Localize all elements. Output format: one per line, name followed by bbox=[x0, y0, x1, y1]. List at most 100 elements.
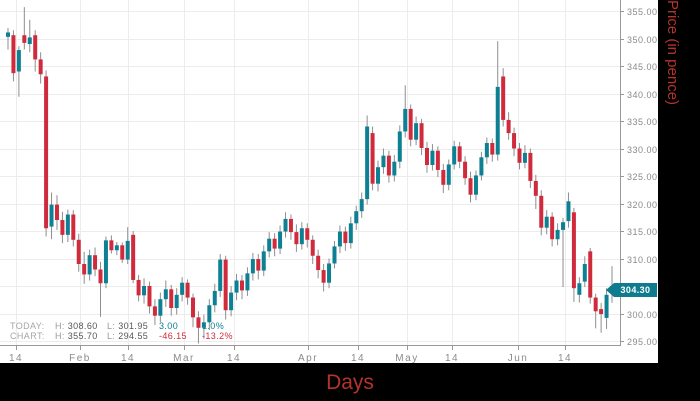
chart-label: CHART: bbox=[10, 331, 45, 341]
candle-body-up bbox=[348, 223, 353, 244]
candle-body-down bbox=[120, 245, 125, 260]
y-axis-title: Price (in pence) bbox=[664, 0, 681, 106]
candle-body-up bbox=[267, 238, 272, 252]
x-tick-label: Feb bbox=[69, 353, 91, 363]
today-high: H: 308.60 bbox=[55, 321, 98, 331]
chart-low: L: 294.55 bbox=[107, 331, 149, 341]
stats-row-chart: CHART: H: 355.70 L: 294.55 -46.15 -13.2% bbox=[10, 331, 252, 341]
chart-high: H: 355.70 bbox=[55, 331, 98, 341]
candle-body-down bbox=[310, 239, 315, 256]
candle-body-up bbox=[566, 201, 571, 222]
candle-body-down bbox=[550, 216, 555, 240]
candle-body-down bbox=[457, 146, 462, 162]
candle-body-down bbox=[98, 269, 103, 284]
candle-body-up bbox=[473, 175, 478, 195]
candle-body-up bbox=[174, 294, 179, 308]
candle-body-down bbox=[147, 286, 152, 307]
y-tick-label: 310.00 bbox=[627, 255, 658, 265]
candle-body-down bbox=[223, 259, 228, 311]
candle-body-down bbox=[38, 59, 43, 75]
candle-body-up bbox=[430, 150, 435, 165]
x-tick-label: 14 bbox=[227, 353, 241, 363]
candle-body-up bbox=[163, 289, 168, 300]
candle-body-up bbox=[522, 152, 527, 163]
candle-body-up bbox=[299, 228, 304, 245]
candle-body-down bbox=[109, 240, 114, 251]
candle-body-up bbox=[27, 37, 32, 44]
stats-overlay: TODAY: H: 308.60 L: 301.95 3.00 1.0% CHART: H… bbox=[10, 321, 252, 341]
candle-body-down bbox=[256, 259, 261, 271]
candle-body-down bbox=[408, 108, 413, 140]
candle-body-down bbox=[288, 218, 293, 233]
candle-body-down bbox=[196, 317, 201, 328]
today-change-pct: 1.0% bbox=[202, 321, 225, 331]
y-tick-label: 330.00 bbox=[627, 145, 658, 155]
candle-body-down bbox=[22, 35, 27, 43]
candle-body-up bbox=[337, 231, 342, 247]
candle-body-up bbox=[103, 240, 108, 284]
candle-body-down bbox=[386, 155, 391, 176]
candle-body-down bbox=[131, 234, 136, 280]
candle-body-up bbox=[6, 32, 10, 37]
candle-body-up bbox=[261, 251, 266, 271]
candle-body-up bbox=[125, 240, 130, 260]
candle-body-up bbox=[381, 155, 386, 168]
y-tick-label: 295.00 bbox=[627, 337, 658, 347]
candle-body-up bbox=[142, 286, 147, 296]
stats-row-today: TODAY: H: 308.60 L: 301.95 3.00 1.0% bbox=[10, 321, 252, 331]
candle-body-up bbox=[87, 255, 92, 275]
candle-body-up bbox=[604, 294, 609, 318]
candle-body-down bbox=[71, 214, 76, 240]
candle-body-down bbox=[316, 255, 321, 271]
candlestick-plot[interactable]: 14 Feb 14 Mar 14 Apr 14 May 14 Jun 14 355.00 350.00 3… bbox=[0, 0, 658, 363]
y-tick-label: 320.00 bbox=[627, 200, 658, 210]
candle-body-up bbox=[577, 283, 582, 295]
candle-body-up bbox=[446, 164, 451, 185]
candle-body-up bbox=[229, 292, 234, 311]
candle-body-down bbox=[463, 161, 468, 179]
candle-body-up bbox=[158, 299, 163, 316]
candle-body-up bbox=[555, 229, 560, 240]
candle-body-up bbox=[283, 218, 288, 232]
candle-body-down bbox=[321, 270, 326, 283]
x-tick-label: 14 bbox=[351, 353, 365, 363]
candle-body-down bbox=[370, 133, 375, 184]
candle-body-up bbox=[114, 245, 119, 251]
candle-body-up bbox=[397, 131, 402, 162]
candle-body-down bbox=[76, 239, 81, 264]
candle-body-down bbox=[441, 169, 446, 185]
candle-body-up bbox=[207, 305, 212, 323]
candle-body-up bbox=[234, 280, 239, 293]
candle-body-down bbox=[294, 232, 299, 245]
candle-body-up bbox=[403, 108, 408, 132]
candle-wick bbox=[100, 261, 102, 317]
x-tick-label: 14 bbox=[558, 353, 572, 363]
today-label: TODAY: bbox=[10, 321, 45, 331]
y-tick-label: 300.00 bbox=[627, 310, 658, 320]
candle-body-down bbox=[435, 150, 440, 170]
candle-body-up bbox=[65, 214, 70, 235]
candle-body-up bbox=[414, 123, 419, 140]
candle-body-up bbox=[354, 211, 359, 224]
y-tick-label: 345.00 bbox=[627, 62, 658, 72]
x-tick-label: May bbox=[395, 353, 418, 363]
candle-body-down bbox=[239, 280, 244, 291]
candle-body-down bbox=[343, 231, 348, 244]
candle-body-down bbox=[44, 76, 49, 229]
candle-body-down bbox=[512, 133, 517, 149]
candle-wick bbox=[600, 303, 602, 333]
candle-body-down bbox=[517, 148, 522, 163]
candle-body-down bbox=[419, 123, 424, 148]
chart-change: -46.15 bbox=[159, 331, 187, 341]
candle-wick bbox=[23, 7, 25, 50]
candle-body-down bbox=[571, 212, 576, 289]
candle-body-up bbox=[479, 157, 484, 176]
x-tick-label: 14 bbox=[445, 353, 459, 363]
candle-body-down bbox=[82, 264, 87, 275]
y-tick-label: 355.00 bbox=[627, 7, 658, 17]
candle-body-down bbox=[11, 35, 16, 74]
candle-body-up bbox=[544, 216, 549, 228]
candle-body-down bbox=[54, 204, 59, 220]
x-tick-label: Jun bbox=[508, 353, 529, 363]
